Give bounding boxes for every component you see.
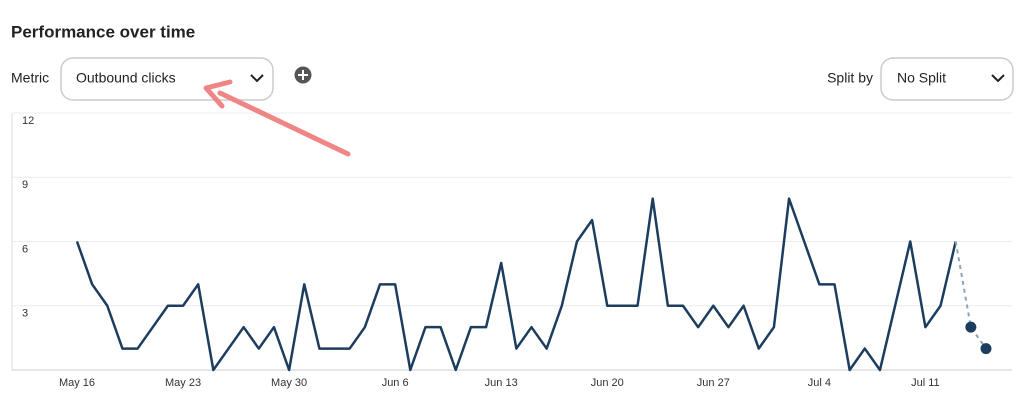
dropdown-box[interactable]: [60, 57, 274, 101]
section-title: Performance over time: [11, 22, 195, 41]
x-tick-label: Jun 20: [591, 377, 624, 389]
projected-point: [965, 321, 977, 333]
x-tick-label: May 30: [271, 377, 307, 389]
x-tick-label: Jul 11: [911, 377, 940, 389]
split-dropdown[interactable]: No Split: [880, 57, 1014, 101]
y-tick-label: 3: [22, 308, 28, 320]
projected-point: [980, 343, 992, 355]
x-tick-label: Jun 13: [485, 377, 518, 389]
metric-label: Metric: [11, 70, 49, 86]
annotation-arrow: [203, 79, 351, 157]
chevron: [250, 74, 264, 83]
x-tick-label: Jul 4: [808, 377, 831, 389]
plot: 3 6 9 12 May 16 May 23 May 30 Jun 6 Jun 13 Jun 20…: [12, 112, 1012, 389]
x-tick-label: Jun 27: [697, 377, 730, 389]
metric-dropdown[interactable]: Outbound clicks: [60, 57, 274, 101]
y-tick-label: 12: [22, 115, 34, 127]
plus-sign: [298, 70, 308, 80]
dropdown-box[interactable]: [880, 57, 1014, 101]
x-tick-label: Jun 6: [382, 377, 409, 389]
add-metric-button[interactable]: [294, 66, 312, 84]
x-tick-label: May 23: [165, 377, 201, 389]
split-value[interactable]: No Split: [897, 70, 946, 86]
arrow-shaft: [217, 90, 351, 157]
arrow-head: [203, 79, 233, 109]
y-tick-label: 9: [22, 179, 28, 191]
y-tick-label: 6: [22, 243, 28, 255]
split-label: Split by: [827, 70, 873, 86]
metric-value[interactable]: Outbound clicks: [76, 70, 176, 86]
x-tick-label: May 16: [59, 377, 95, 389]
projected-line: [954, 241, 987, 350]
line-series: [75, 197, 957, 372]
chevron: [991, 74, 1005, 83]
